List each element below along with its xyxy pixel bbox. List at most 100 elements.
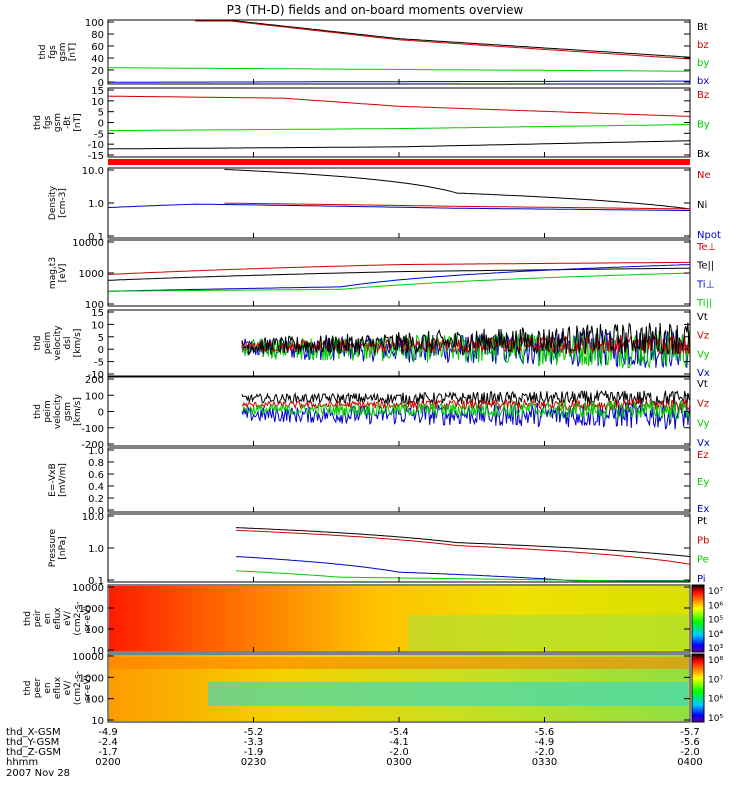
legend-entry: Pi (697, 574, 706, 585)
y-tick-label: 10 (91, 646, 104, 657)
y-tick-label: 0.8 (88, 458, 104, 469)
series-te (107, 267, 690, 281)
y-tick-label: 10000 (72, 238, 104, 249)
series-vz (241, 397, 691, 412)
y-tick-label: -10 (88, 140, 104, 151)
ephem-value: -2.0 (389, 747, 409, 758)
y-tick-label: -5 (94, 129, 104, 140)
legend-entry: Pe (697, 555, 709, 566)
y-axis-label: gsm (63, 402, 73, 421)
y-tick-label: 15 (91, 86, 104, 97)
y-tick-label: 10 (91, 716, 104, 727)
ephem-row-label: thd_Z-GSM (6, 747, 61, 758)
colorbar-tick-label: 10⁴ (708, 630, 723, 640)
y-tick-label: 5 (98, 108, 104, 119)
y-axis-label: sr-eV) (83, 675, 93, 701)
ephem-row-label: hhmm (6, 757, 38, 768)
colorbar-tick-label: 10⁵ (708, 714, 723, 724)
y-tick-label: 0.1 (88, 232, 104, 243)
series-bx (108, 140, 691, 150)
legend-entry: Ti|| (696, 298, 712, 309)
legend-entry: Ex (697, 504, 709, 515)
legend-entry: Vz (697, 331, 709, 342)
series-vt (241, 322, 691, 356)
ephem-value: 0230 (241, 757, 266, 768)
series-by (108, 67, 690, 72)
legend-entry: Ne (697, 170, 711, 181)
series-npot (107, 203, 690, 211)
y-axis-label: [nT] (68, 43, 78, 61)
y-tick-label: 0.1 (88, 576, 104, 587)
ephem-value: -3.3 (244, 737, 264, 748)
y-axis-label: thd (38, 45, 48, 60)
legend-entry: by (697, 58, 709, 69)
series-bt (195, 20, 691, 58)
y-tick-label: -10 (88, 370, 104, 381)
series-ti (108, 264, 691, 292)
y-axis-label: thd (33, 115, 43, 130)
y-tick-label: 100 (85, 18, 104, 29)
y-axis-label: mag,t3 (48, 257, 58, 289)
y-axis-label: velocity (53, 325, 63, 361)
y-axis-label: peim (43, 400, 53, 423)
legend-entry: Bt (697, 22, 708, 33)
series-vt (241, 390, 691, 407)
ephem-value: -5.6 (680, 737, 700, 748)
legend-entry: Vy (697, 418, 710, 429)
y-axis-label: [nPa] (58, 536, 68, 559)
legend-entry: bz (697, 40, 709, 51)
legend-entry: By (697, 120, 710, 131)
y-tick-label: 10.0 (82, 512, 104, 523)
y-axis-label: peim (43, 332, 53, 355)
ephem-value: -2.0 (535, 747, 555, 758)
ephem-value: -5.2 (244, 727, 264, 738)
series-vy (241, 329, 691, 369)
legend-entry: Ey (697, 477, 709, 488)
series-pi (235, 556, 690, 582)
y-axis-label: E=-VxB (48, 463, 58, 497)
series-bz (195, 20, 691, 60)
colorbar-tick-label: 10⁵ (708, 616, 723, 626)
y-axis-label: peer (33, 677, 43, 698)
colorbar-tick-label: 10⁷ (708, 675, 723, 685)
y-tick-label: 1000 (79, 269, 104, 280)
ephemeris-labels: thd_X-GSMthd_Y-GSMthd_Z-GSMhhmm-4.9-2.4-… (6, 727, 703, 768)
y-axis-label: en (43, 613, 53, 624)
legend-entry: Vz (697, 399, 709, 410)
colorbar (691, 653, 705, 723)
panel-frame (107, 167, 691, 239)
panel-peir: 10⁷ 10⁶ 10⁵ 10⁴ 10³ 10000 1000 100 10 thd peir en ef… (23, 583, 723, 657)
ephem-value: -4.1 (389, 737, 409, 748)
y-tick-label: 200 (85, 375, 104, 386)
y-tick-label: 0 (98, 408, 104, 419)
y-tick-label: -100 (81, 424, 104, 435)
ephem-value: -1.9 (244, 747, 264, 758)
panel-efield: Ez Ey Ex 1.00.80.60.40.20.0 E=-VxB [mV/m] (48, 446, 709, 517)
ephem-value: 0200 (95, 757, 120, 768)
y-axis-label: [km/s] (73, 329, 83, 358)
y-axis-label: Pressure (48, 528, 58, 567)
y-axis-label: [eV] (58, 264, 68, 283)
colorbar (691, 584, 705, 653)
y-tick-label: -200 (81, 440, 104, 451)
y-axis-label: thd (23, 611, 33, 626)
y-axis-label: peir (33, 609, 43, 627)
ephem-value: -4.9 (535, 737, 555, 748)
legend-entry: Pb (697, 535, 709, 546)
y-axis-label: [cm-3] (58, 188, 68, 218)
legend-entry: Te|| (696, 261, 714, 272)
y-axis-label: -Bt (63, 116, 73, 129)
panel-pressure: Pt Pb Pe Pi 10.0 1.0 0.1 Pressure [nPa] (48, 512, 709, 587)
series-ne (224, 202, 691, 210)
y-tick-label: -15 (88, 151, 104, 162)
ephem-value: -5.4 (389, 727, 409, 738)
panel-frame (107, 447, 691, 513)
y-tick-label: 20 (91, 66, 104, 77)
ephem-value: -2.4 (98, 737, 118, 748)
y-tick-label: 15 (91, 308, 104, 319)
legend-entry: Vx (697, 438, 710, 449)
y-tick-label: 1.0 (88, 544, 104, 555)
legend-entry: Vt (697, 312, 708, 323)
